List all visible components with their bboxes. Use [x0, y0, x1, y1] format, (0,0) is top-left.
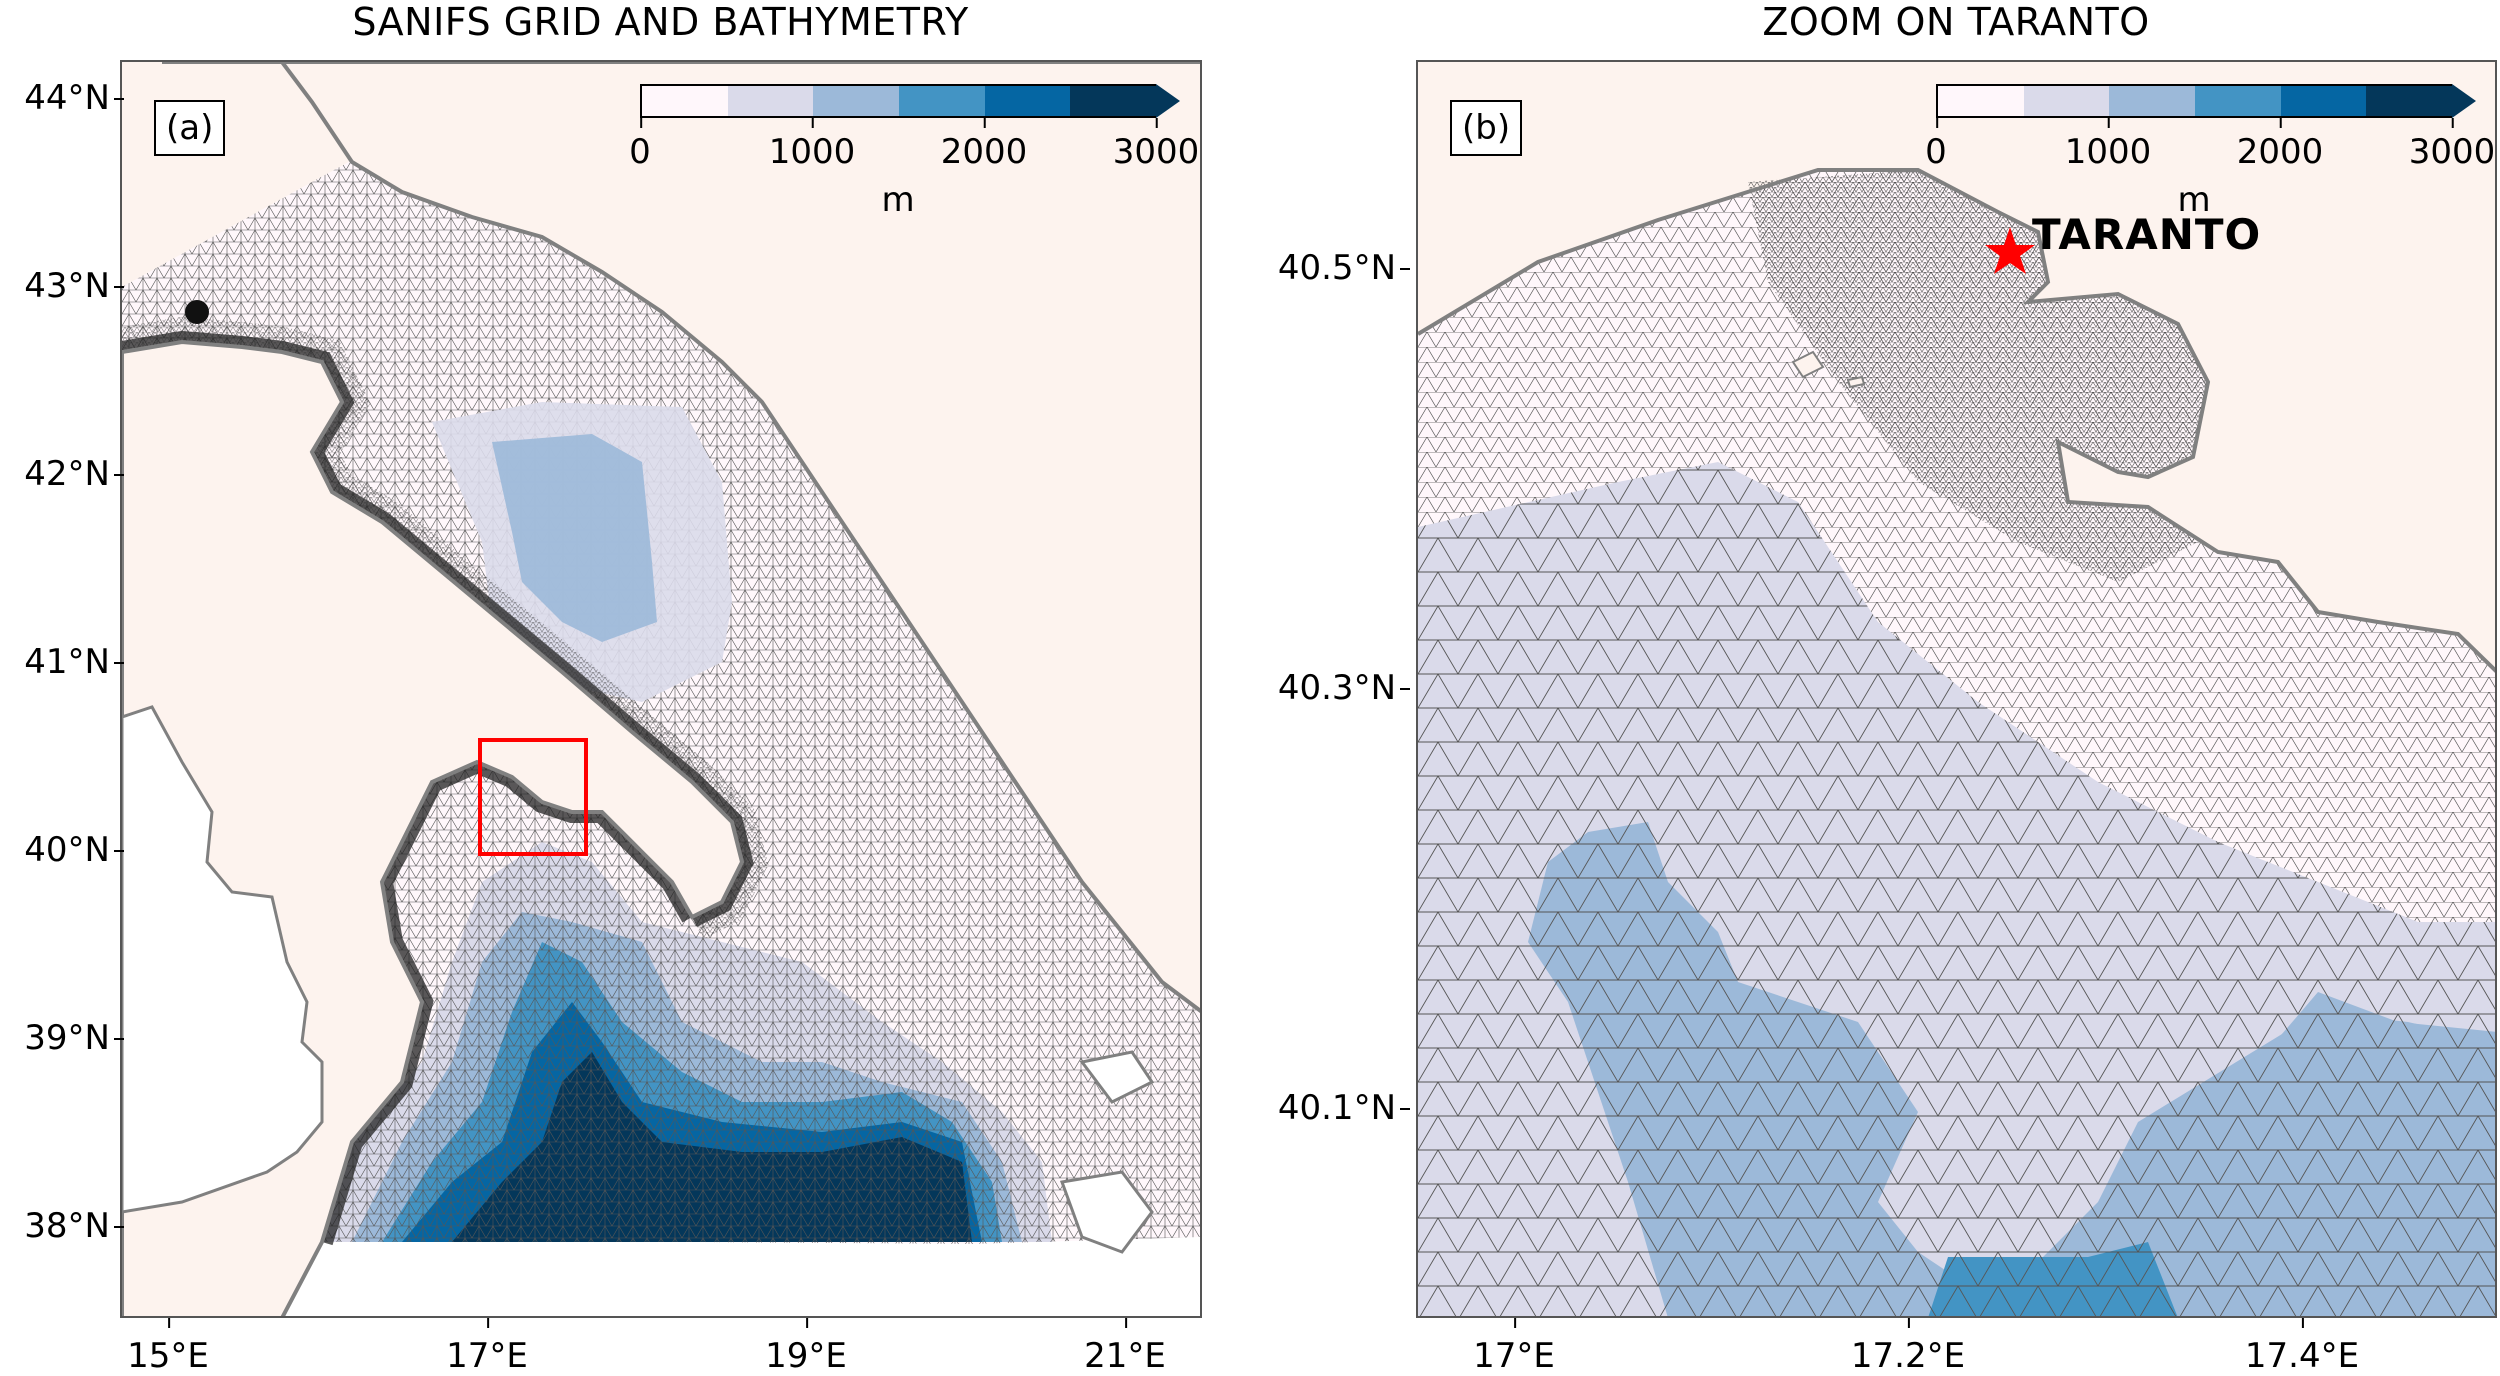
panel-a-title: SANIFS GRID AND BATHYMETRY	[352, 0, 969, 44]
y-tick-a: 43°N	[0, 266, 124, 306]
x-tick-a: 15°E	[127, 1318, 209, 1376]
y-tick-b: 40.3°N	[1266, 668, 1410, 708]
y-tick-a: 41°N	[0, 642, 124, 682]
colorbar-tick: 1000	[769, 118, 855, 172]
colorbar-unit: m	[2177, 180, 2211, 220]
y-tick-b: 40.1°N	[1266, 1088, 1410, 1128]
colorbar-seg-1	[2023, 86, 2110, 116]
colorbar-seg-0	[642, 86, 728, 116]
y-tick-a: 40°N	[0, 830, 124, 870]
panel-b-title: ZOOM ON TARANTO	[1762, 0, 2150, 44]
y-tick-a: 42°N	[0, 454, 124, 494]
colorbar-tick: 3000	[1113, 118, 1199, 172]
colorbar-seg-4	[2280, 86, 2367, 116]
x-tick-b: 17.2°E	[1851, 1318, 1965, 1376]
colorbar-b: 0 1000 2000 3000 m	[1925, 84, 2495, 224]
colorbar-tick: 0	[1925, 118, 1947, 172]
taranto-label: TARANTO	[2032, 210, 2262, 259]
inset-box	[478, 738, 588, 856]
taranto-star-icon	[1985, 227, 2035, 274]
colorbar-seg-1	[727, 86, 814, 116]
colorbar-extend-arrow	[2452, 84, 2476, 118]
colorbar-seg-2	[2109, 86, 2196, 116]
colorbar-tick: 1000	[2065, 118, 2151, 172]
panel-b-label: (b)	[1450, 100, 1523, 156]
colorbar-seg-3	[2195, 86, 2281, 116]
colorbar-tick: 2000	[2237, 118, 2323, 172]
colorbar-seg-3	[899, 86, 985, 116]
x-tick-b: 17.4°E	[2245, 1318, 2359, 1376]
colorbar-seg-5	[2366, 86, 2453, 116]
x-tick-a: 19°E	[765, 1318, 847, 1376]
panel-a-map-graphic	[122, 62, 1200, 1316]
x-tick-a: 21°E	[1084, 1318, 1166, 1376]
colorbar-seg-0	[1938, 86, 2024, 116]
colorbar-seg-4	[984, 86, 1071, 116]
colorbar-tick: 0	[629, 118, 651, 172]
colorbar-seg-5	[1070, 86, 1157, 116]
colorbar-tick: 3000	[2409, 118, 2495, 172]
colorbar-unit: m	[881, 180, 915, 220]
x-tick-a: 17°E	[446, 1318, 528, 1376]
y-tick-a: 39°N	[0, 1018, 124, 1058]
panel-b-map-graphic	[1418, 168, 2495, 1316]
y-tick-b: 40.5°N	[1266, 248, 1410, 288]
colorbar-extend-arrow	[1156, 84, 1180, 118]
panel-b-map: (b) TARANTO 0 1000 2000 3000 m	[1416, 60, 2497, 1318]
panel-a-map: (a) 0 1000 2000 3000 m	[120, 60, 1202, 1318]
y-tick-a: 38°N	[0, 1206, 124, 1246]
panel-a-label: (a)	[154, 100, 226, 156]
colorbar-tick: 2000	[941, 118, 1027, 172]
colorbar-seg-2	[813, 86, 900, 116]
colorbar-a: 0 1000 2000 3000 m	[629, 84, 1199, 224]
y-tick-a: 44°N	[0, 78, 124, 118]
x-tick-b: 17°E	[1473, 1318, 1555, 1376]
